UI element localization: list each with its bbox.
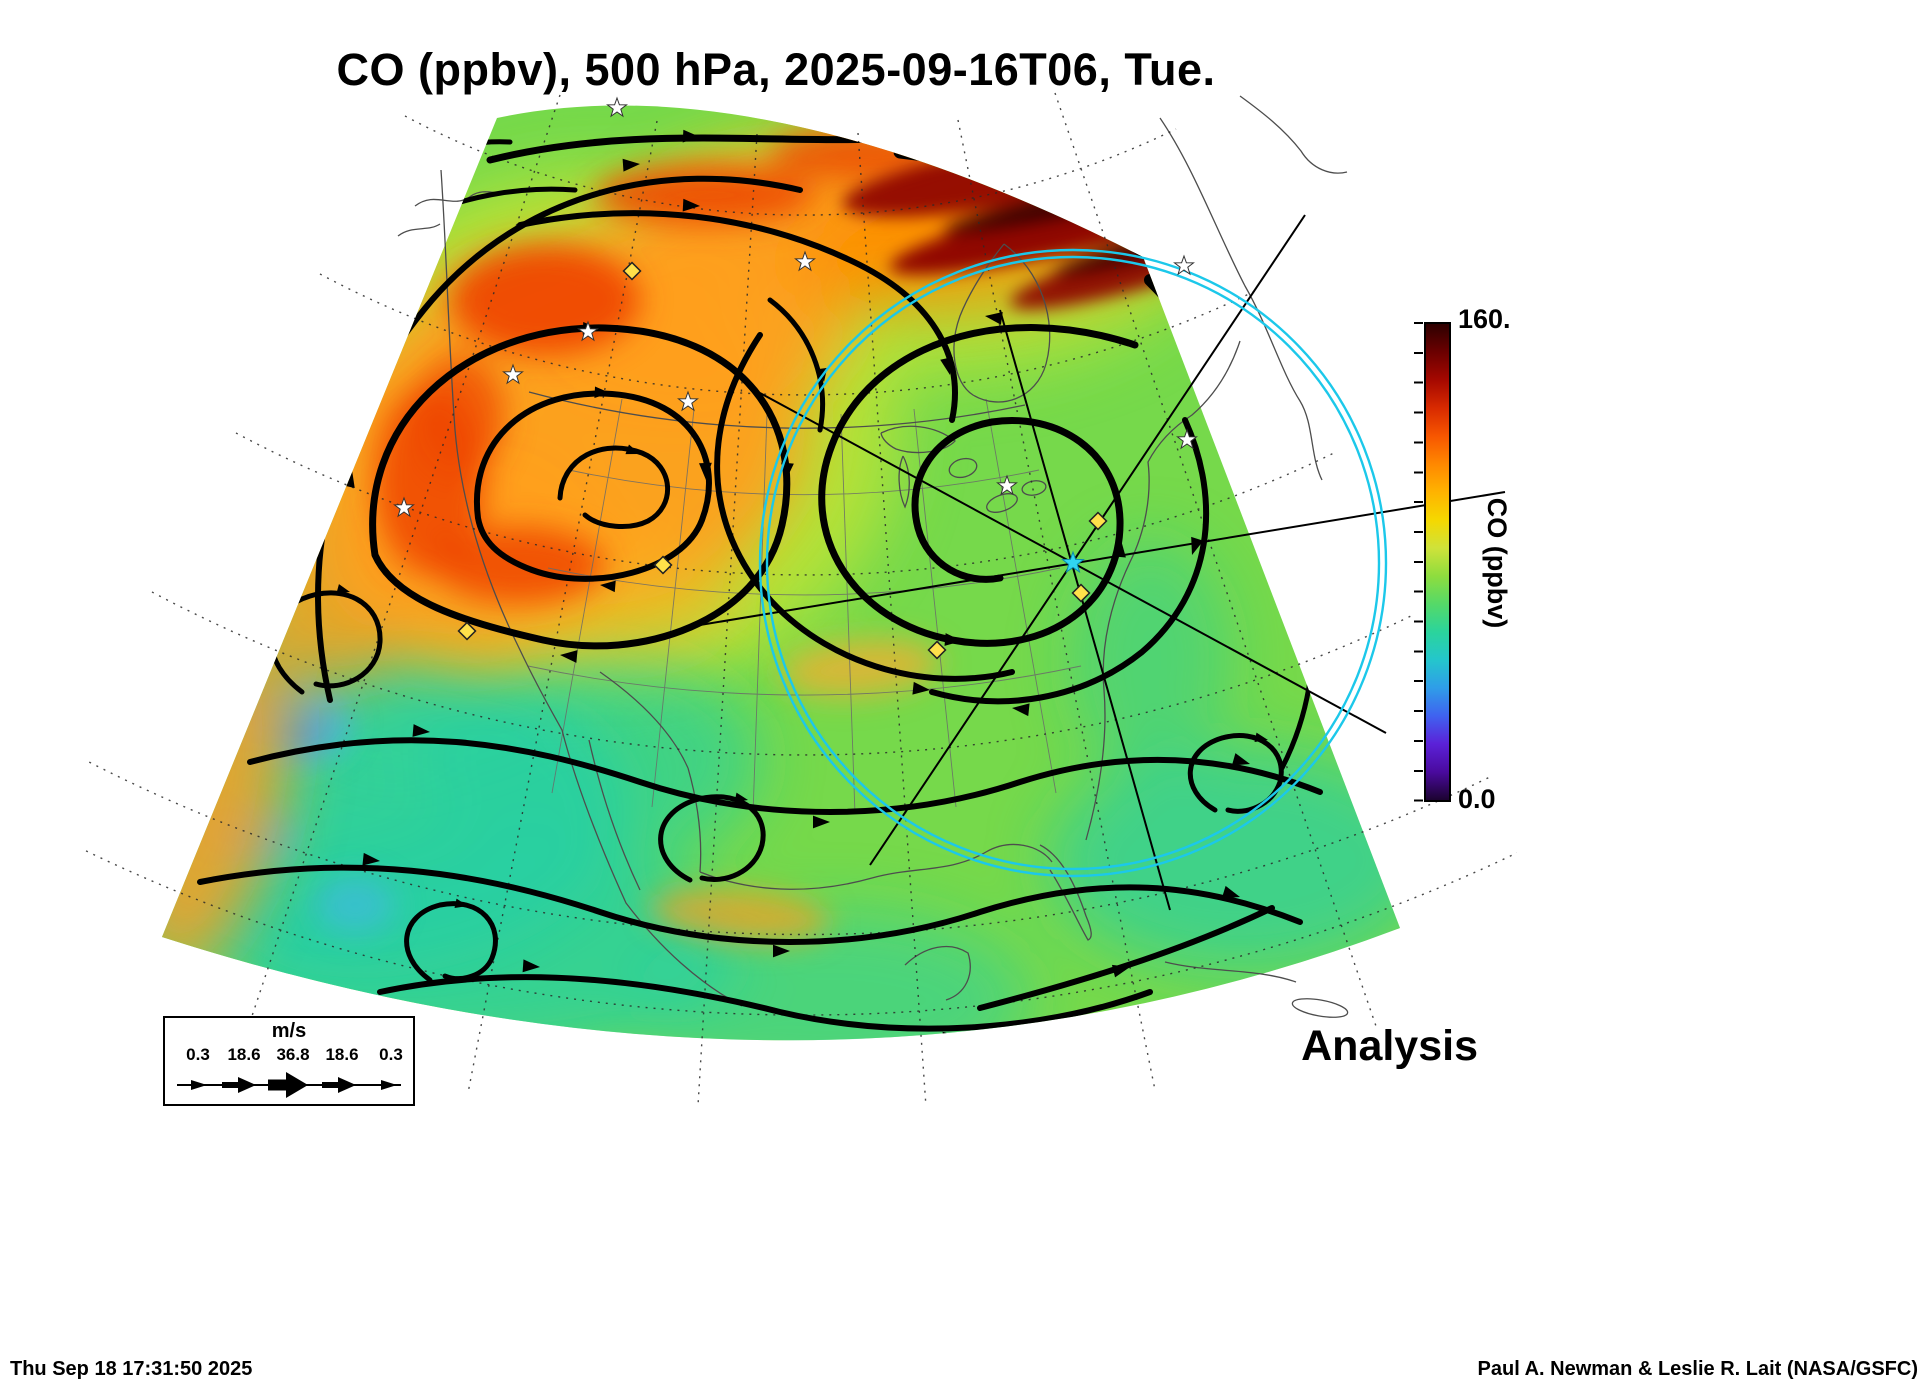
timestamp: Thu Sep 18 17:31:50 2025: [10, 1358, 253, 1380]
diamond-marker: [653, 555, 673, 575]
diamond-marker: [1088, 511, 1108, 531]
colorbar-axis-label: CO (ppbv): [1482, 497, 1512, 629]
star-marker: [1173, 254, 1195, 276]
star-marker: [996, 474, 1018, 496]
graticule: [85, 92, 1517, 1106]
diamond-marker: [622, 261, 642, 281]
wind-arrow-scale: [177, 1072, 401, 1098]
colorbar-max-label: 160.: [1458, 304, 1511, 334]
colorbar-gradient: [1424, 322, 1451, 802]
diamond-marker: [1071, 583, 1091, 603]
wind-speed-legend: m/s 0.3 18.6 36.8 18.6 0.3: [163, 1016, 415, 1106]
range-circle: [758, 248, 1388, 878]
star-marker: [502, 363, 524, 385]
credit: Paul A. Newman & Leslie R. Lait (NASA/GS…: [1477, 1358, 1918, 1380]
analysis-label: Analysis: [1301, 1022, 1478, 1070]
wind-value: 36.8: [276, 1045, 310, 1064]
wind-value: 18.6: [325, 1045, 359, 1064]
wind-units-label: m/s: [271, 1020, 307, 1042]
diamond-marker: [457, 621, 477, 641]
page-title: CO (ppbv), 500 hPa, 2025-09-16T06, Tue.: [336, 44, 1216, 95]
star-marker: [677, 390, 699, 412]
star-marker: [794, 250, 816, 272]
star-marker: [577, 320, 599, 342]
star-marker: [393, 496, 415, 518]
diamond-markers: [457, 261, 1108, 660]
wind-value: 18.6: [227, 1045, 261, 1064]
star-markers: [393, 96, 1198, 518]
circle-center-marker: [1061, 550, 1085, 574]
star-marker: [1176, 428, 1198, 450]
coastlines: [397, 95, 1349, 1018]
diamond-marker: [927, 640, 947, 660]
colorbar-min-label: 0.0: [1458, 784, 1496, 814]
center-star-marker: [1061, 550, 1085, 574]
wind-value: 0.3: [379, 1045, 403, 1064]
wind-value: 0.3: [186, 1045, 210, 1064]
star-marker: [606, 96, 628, 118]
colorbar-ticks: [1414, 322, 1423, 802]
